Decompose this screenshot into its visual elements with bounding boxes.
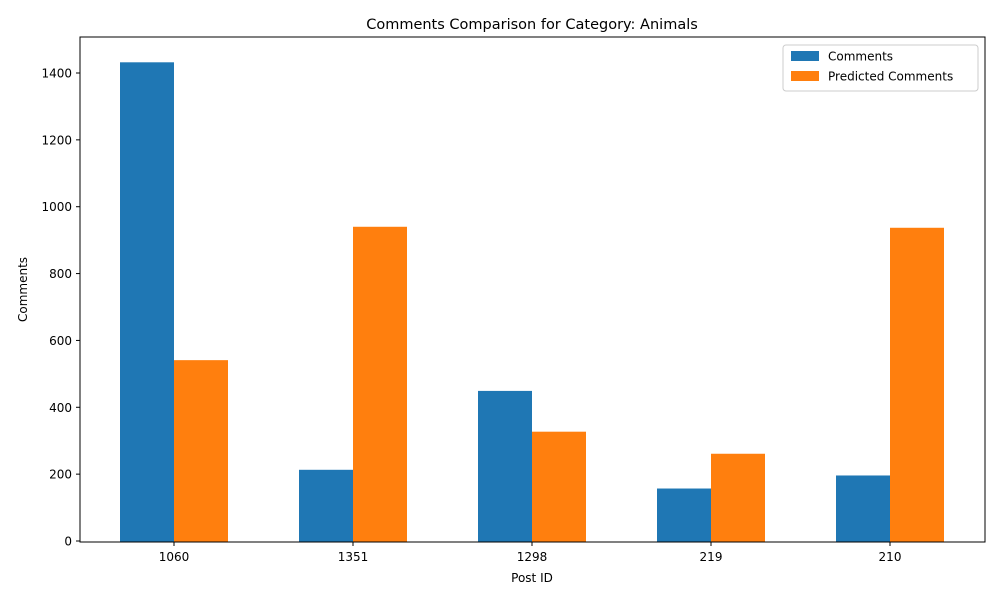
legend: Comments Predicted Comments bbox=[782, 44, 979, 92]
chart-title: Comments Comparison for Category: Animal… bbox=[366, 17, 698, 33]
bar-comments-1060 bbox=[120, 62, 174, 542]
y-tick-label: 400 bbox=[49, 401, 72, 415]
bar-comments-210 bbox=[836, 475, 890, 542]
legend-label-comments: Comments bbox=[828, 50, 893, 64]
bar-predicted-comments-1060 bbox=[174, 360, 228, 542]
bar-predicted-comments-219 bbox=[711, 453, 765, 542]
y-tick-label: 200 bbox=[49, 468, 72, 482]
x-tick-label: 210 bbox=[879, 550, 902, 564]
y-tick-label: 600 bbox=[49, 334, 72, 348]
bar-predicted-comments-1298 bbox=[532, 431, 586, 542]
y-tick-label: 0 bbox=[64, 535, 72, 549]
bar-predicted-comments-1351 bbox=[353, 226, 407, 542]
bars-group bbox=[120, 62, 944, 542]
x-axis: 1060 1351 1298 219 210 bbox=[159, 542, 902, 564]
y-tick-label: 800 bbox=[49, 267, 72, 281]
plot-frame bbox=[79, 36, 986, 543]
y-tick-label: 1000 bbox=[41, 200, 72, 214]
bar-comments-1351 bbox=[299, 469, 353, 542]
x-tick-label: 1060 bbox=[159, 550, 190, 564]
y-axis: 0 200 400 600 800 1000 1200 1400 bbox=[41, 67, 80, 549]
x-tick-label: 1298 bbox=[517, 550, 548, 564]
x-tick-label: 219 bbox=[700, 550, 723, 564]
bar-comments-219 bbox=[657, 488, 711, 542]
legend-swatch-comments bbox=[791, 51, 819, 61]
bar-comments-1298 bbox=[478, 390, 532, 542]
y-tick-label: 1200 bbox=[41, 133, 72, 147]
x-tick-label: 1351 bbox=[338, 550, 369, 564]
y-tick-label: 1400 bbox=[41, 67, 72, 81]
legend-label-predicted-comments: Predicted Comments bbox=[828, 70, 953, 84]
y-axis-label: Comments bbox=[16, 257, 30, 322]
bar-predicted-comments-210 bbox=[890, 227, 944, 542]
legend-box bbox=[782, 44, 979, 92]
x-axis-label: Post ID bbox=[511, 571, 553, 585]
legend-swatch-predicted-comments bbox=[791, 71, 819, 81]
